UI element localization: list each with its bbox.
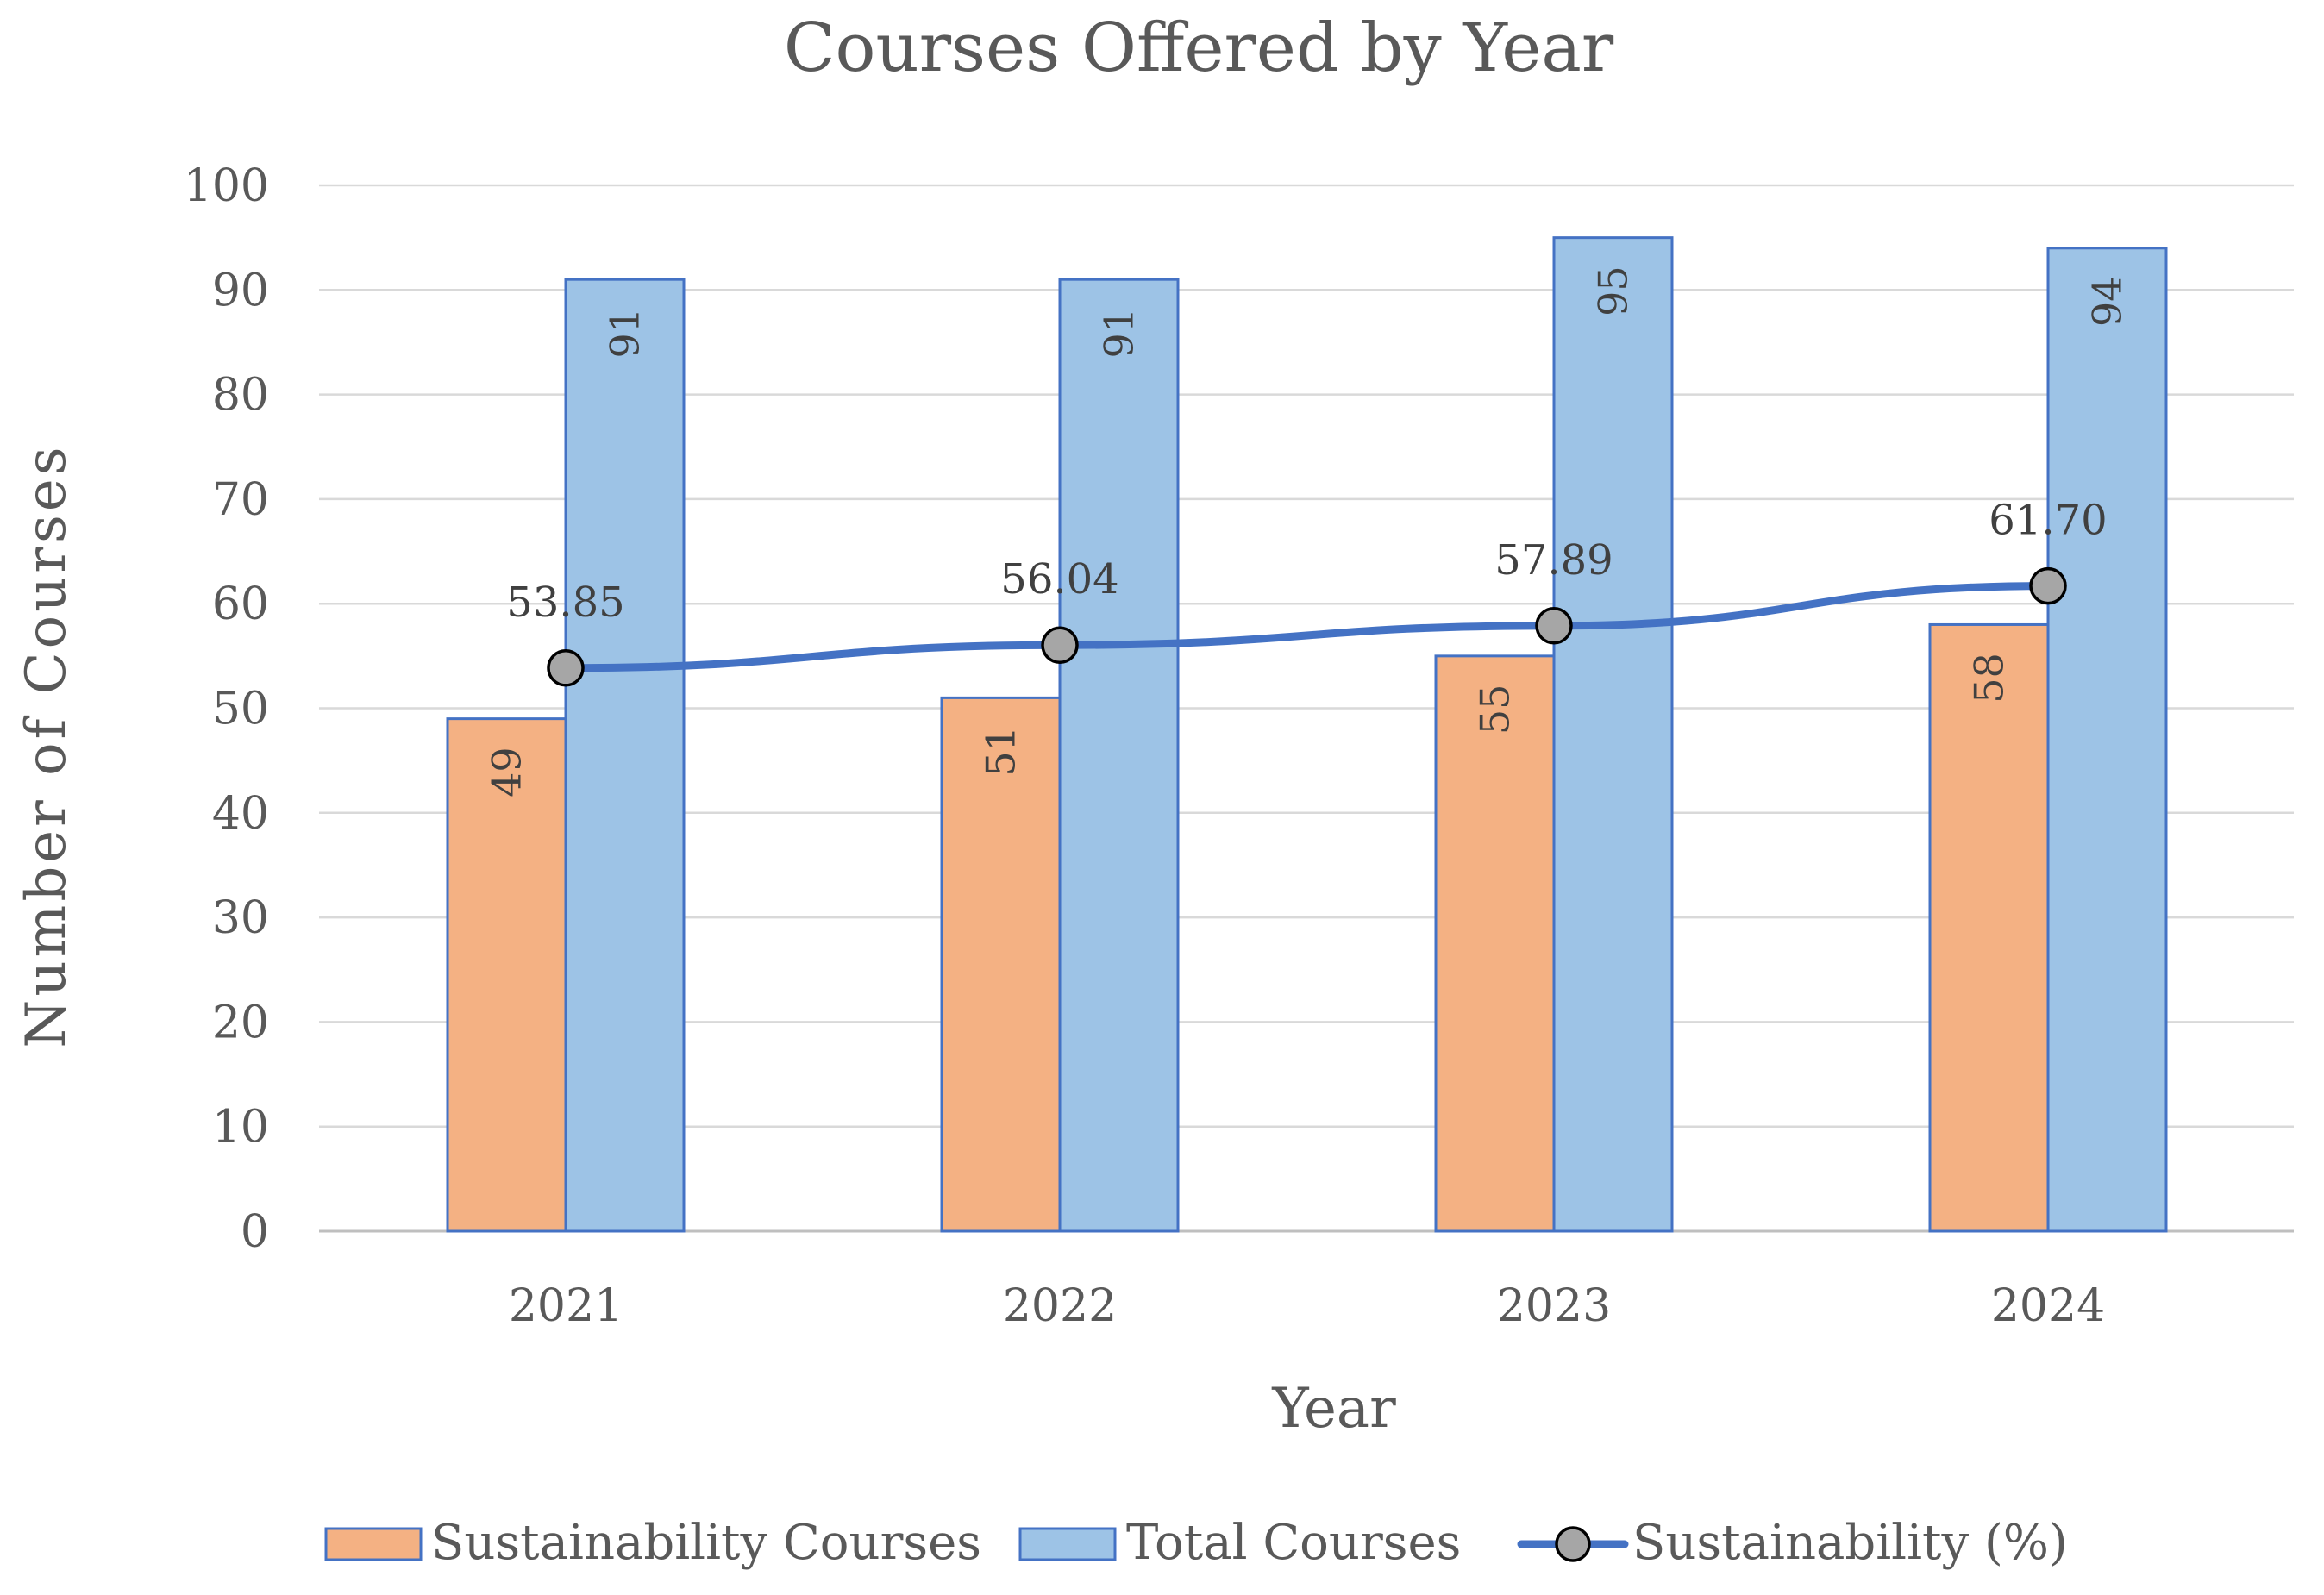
bar-total bbox=[1060, 279, 1178, 1231]
bar-sustainability bbox=[1930, 624, 2048, 1231]
y-tick-label: 20 bbox=[212, 997, 269, 1048]
line-marker bbox=[1537, 609, 1571, 643]
legend: Sustainability Courses Total Courses Susta… bbox=[326, 1515, 2068, 1571]
line-value-label: 61.70 bbox=[1989, 497, 2107, 545]
line-value-label: 53.85 bbox=[506, 579, 624, 627]
line-sustainability-percent bbox=[566, 586, 2048, 668]
y-tick-label: 70 bbox=[212, 474, 269, 526]
y-tick-label: 80 bbox=[212, 370, 269, 422]
legend-label: Total Courses bbox=[1126, 1515, 1461, 1571]
x-tick-label: 2023 bbox=[1497, 1280, 1611, 1332]
line-value-label: 57.89 bbox=[1494, 536, 1613, 585]
y-tick-label: 0 bbox=[241, 1206, 269, 1258]
y-tick-label: 50 bbox=[212, 684, 269, 735]
bar-total bbox=[1554, 238, 1672, 1231]
y-tick-label: 90 bbox=[212, 265, 269, 316]
legend-label: Sustainability Courses bbox=[431, 1515, 981, 1571]
bar-value-label: 91 bbox=[602, 308, 648, 359]
legend-swatch-total bbox=[1020, 1529, 1115, 1560]
chart-title: Courses Offered by Year bbox=[784, 9, 1614, 87]
bar-value-label: 49 bbox=[484, 747, 530, 798]
bar-total bbox=[566, 279, 684, 1231]
x-axis-ticks: 2021 2022 2023 2024 bbox=[509, 1280, 2105, 1332]
chart: Courses Offered by Year 0 10 20 30 40 50 60 70 8… bbox=[0, 0, 2324, 1595]
x-tick-label: 2021 bbox=[509, 1280, 623, 1332]
bars: 49 51 55 58 91 91 95 94 bbox=[448, 238, 2166, 1231]
bar-sustainability bbox=[942, 697, 1060, 1231]
y-tick-label: 100 bbox=[184, 160, 269, 212]
line-value-label: 56.04 bbox=[1000, 555, 1118, 604]
legend-swatch-sustainability bbox=[326, 1529, 421, 1560]
bar-value-label: 94 bbox=[2084, 277, 2131, 328]
bar-value-label: 58 bbox=[1966, 653, 2013, 704]
bar-total bbox=[2048, 248, 2166, 1231]
line-series: 53.85 56.04 57.89 61.70 bbox=[506, 497, 2107, 685]
x-tick-label: 2022 bbox=[1003, 1280, 1117, 1332]
y-axis-ticks: 0 10 20 30 40 50 60 70 80 90 100 bbox=[184, 160, 269, 1258]
line-marker bbox=[1043, 628, 1077, 662]
y-tick-label: 30 bbox=[212, 892, 269, 944]
y-tick-label: 40 bbox=[212, 788, 269, 840]
line-marker bbox=[2031, 569, 2065, 604]
legend-marker bbox=[1557, 1528, 1589, 1561]
bar-sustainability bbox=[1436, 656, 1554, 1231]
y-tick-label: 10 bbox=[212, 1102, 269, 1154]
bar-value-label: 51 bbox=[978, 726, 1024, 777]
legend-label: Sustainability (%) bbox=[1632, 1515, 2068, 1571]
line-marker bbox=[548, 651, 583, 685]
bar-value-label: 55 bbox=[1472, 685, 1519, 735]
bar-value-label: 91 bbox=[1096, 308, 1143, 359]
y-axis-label: Number of Courses bbox=[15, 443, 78, 1048]
x-axis-label: Year bbox=[1271, 1377, 1396, 1441]
x-tick-label: 2024 bbox=[1991, 1280, 2105, 1332]
bar-value-label: 95 bbox=[1590, 266, 1637, 316]
y-tick-label: 60 bbox=[212, 579, 269, 630]
